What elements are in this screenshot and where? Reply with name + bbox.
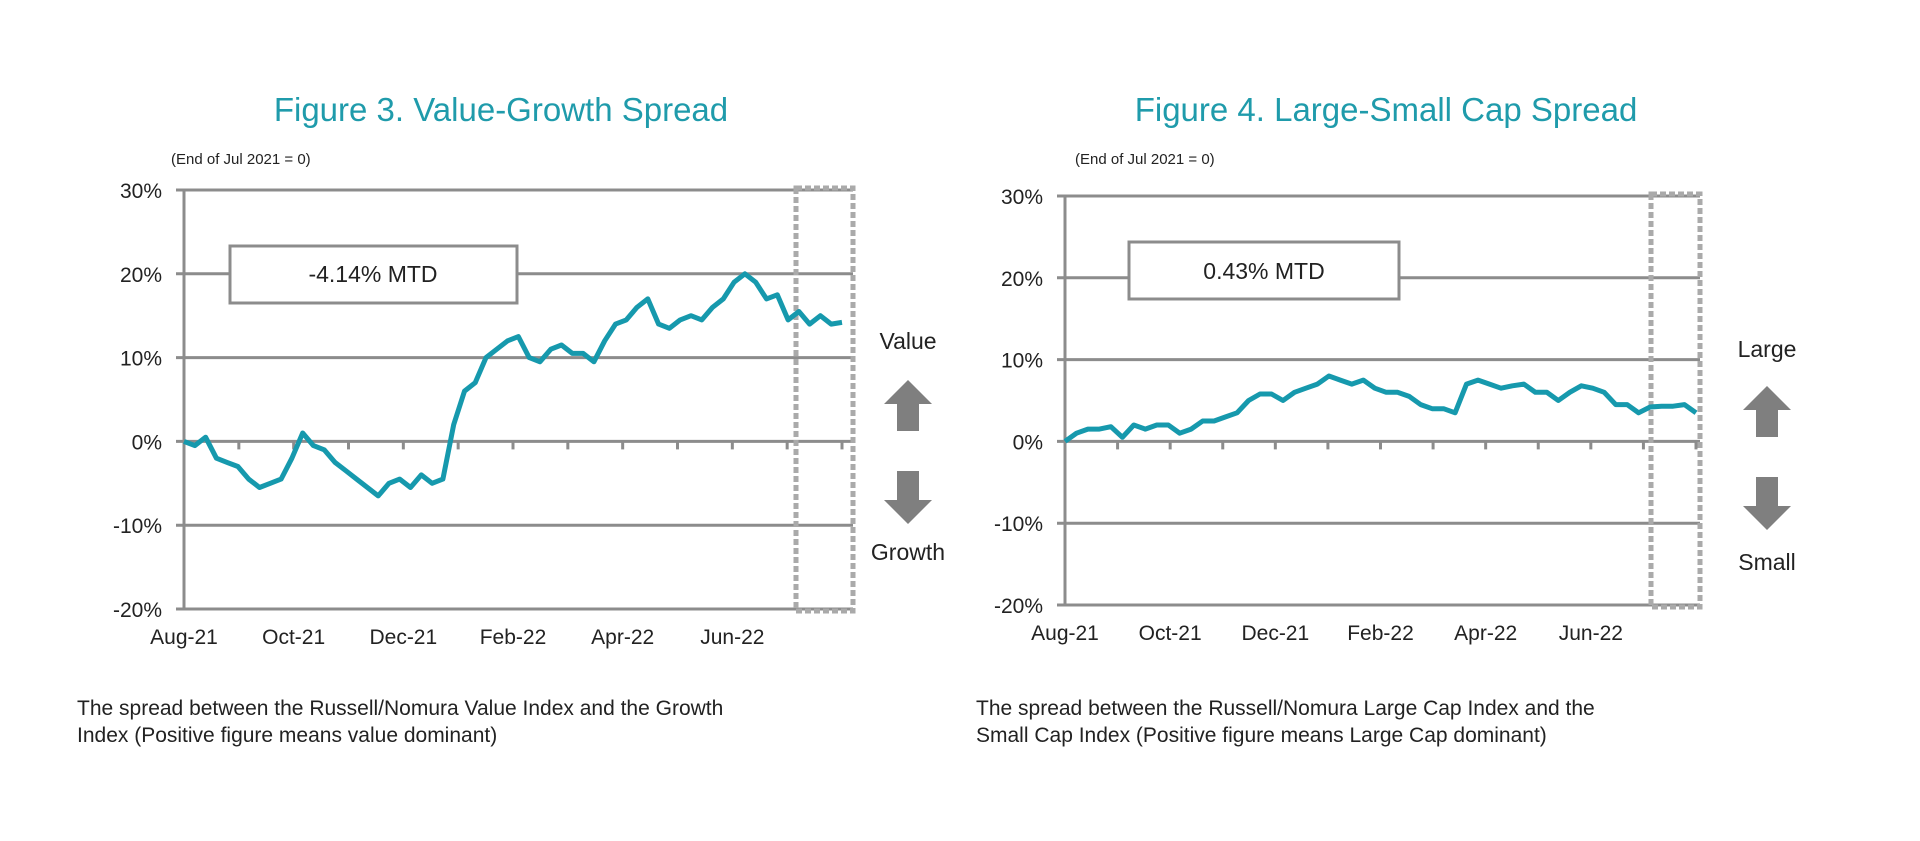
y-tick-label: -20% — [113, 599, 162, 622]
x-tick-label: Feb-22 — [1347, 622, 1414, 645]
caption-line-1: The spread between the Russell/Nomura Va… — [77, 697, 723, 720]
x-tick-label: Aug-21 — [150, 626, 218, 649]
arrow-up-icon — [1743, 386, 1791, 437]
y-tick-label: 20% — [120, 264, 162, 287]
highlight-period-box — [793, 185, 856, 614]
mtd-annotation-text: 0.43% MTD — [1203, 258, 1324, 284]
y-tick-label: 30% — [1001, 186, 1043, 209]
x-tick-label: Jun-22 — [1559, 622, 1623, 645]
series-line — [183, 271, 843, 499]
y-tick-label: 10% — [120, 348, 162, 371]
y-tick-label: -10% — [113, 515, 162, 538]
series-line — [1063, 373, 1698, 444]
caption-line-2: Small Cap Index (Positive figure means L… — [976, 724, 1547, 747]
y-tick-label: 30% — [120, 180, 162, 203]
x-tick-label: Oct-21 — [1139, 622, 1202, 645]
x-tick-label: Aug-21 — [1031, 622, 1099, 645]
x-tick-label: Jun-22 — [700, 626, 764, 649]
x-tick-label: Dec-21 — [1241, 622, 1309, 645]
x-tick-label: Feb-22 — [480, 626, 547, 649]
arrow-up-icon — [884, 380, 932, 431]
chart-subtitle: (End of Jul 2021 = 0) — [1075, 151, 1215, 168]
chart-title: Figure 3. Value-Growth Spread — [274, 91, 728, 128]
arrow-down-icon — [884, 471, 932, 524]
plot-area — [1057, 191, 1703, 610]
chart-title: Figure 4. Large-Small Cap Spread — [1135, 91, 1638, 128]
y-tick-label: -10% — [994, 513, 1043, 536]
chart-subtitle: (End of Jul 2021 = 0) — [171, 151, 311, 168]
mtd-annotation-box — [1127, 240, 1401, 301]
arrow-down-icon — [1743, 477, 1791, 530]
chart-value-growth: Figure 3. Value-Growth Spread (End of Ju… — [77, 91, 945, 747]
up-label: Large — [1738, 336, 1797, 362]
y-tick-label: 10% — [1001, 350, 1043, 373]
up-label: Value — [879, 328, 936, 354]
mtd-annotation-box — [228, 244, 519, 305]
y-tick-label: 20% — [1001, 268, 1043, 291]
x-tick-label: Apr-22 — [1454, 622, 1517, 645]
y-tick-label: 0% — [132, 431, 162, 454]
x-tick-label: Apr-22 — [591, 626, 654, 649]
caption-line-1: The spread between the Russell/Nomura La… — [976, 697, 1595, 720]
chart-large-small: Figure 4. Large-Small Cap Spread (End of… — [976, 91, 1796, 747]
x-tick-label: Oct-21 — [262, 626, 325, 649]
x-tick-label: Dec-21 — [369, 626, 437, 649]
highlight-period-box — [1648, 191, 1703, 610]
y-tick-label: 0% — [1013, 431, 1043, 454]
caption-line-2: Index (Positive figure means value domin… — [77, 724, 497, 747]
y-tick-label: -20% — [994, 595, 1043, 618]
mtd-annotation-text: -4.14% MTD — [308, 261, 437, 287]
down-label: Small — [1738, 549, 1796, 575]
plot-area — [176, 185, 856, 614]
down-label: Growth — [871, 539, 945, 565]
